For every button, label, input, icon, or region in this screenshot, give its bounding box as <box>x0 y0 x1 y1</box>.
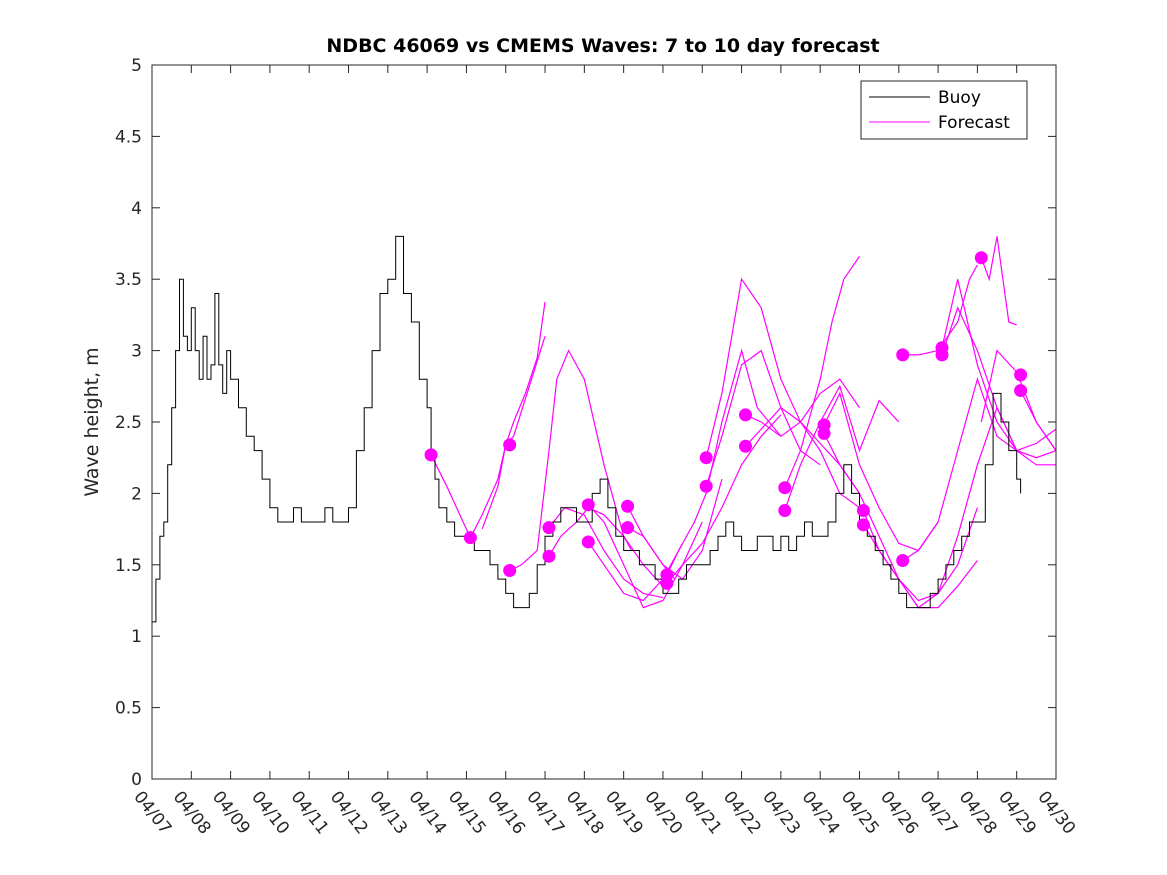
y-axis-label: Wave height, m <box>81 347 103 496</box>
forecast-start-marker <box>581 535 595 549</box>
forecast-start-marker <box>856 504 870 518</box>
forecast-start-marker <box>699 451 713 465</box>
y-tick-label: 1.5 <box>115 556 142 576</box>
forecast-start-marker <box>778 504 792 518</box>
legend-forecast-label: Forecast <box>938 113 1010 133</box>
y-tick-label: 5 <box>131 56 142 76</box>
forecast-start-marker <box>896 554 910 568</box>
y-tick-label: 1 <box>131 627 142 647</box>
forecast-line <box>469 301 546 538</box>
y-axis: 0 0.5 1 1.5 2 2.5 3 3.5 4 4.5 5 <box>115 56 1056 790</box>
forecast-start-marker <box>738 439 752 453</box>
forecast-start-marker <box>581 498 595 512</box>
y-tick-label: 3.5 <box>115 270 142 290</box>
forecast-start-marker <box>1014 384 1028 398</box>
forecast-start-marker <box>542 521 556 535</box>
forecast-line <box>941 279 1056 459</box>
buoy-series <box>152 235 1022 623</box>
forecast-line <box>941 306 1056 452</box>
forecast-start-marker <box>503 438 517 452</box>
forecast-start-marker <box>424 448 438 462</box>
y-tick-label: 0.5 <box>115 699 142 719</box>
forecast-start-marker <box>738 408 752 422</box>
forecast-start-marker <box>1014 368 1028 382</box>
forecast-line <box>1020 390 1056 451</box>
plot-area <box>152 235 1056 623</box>
forecast-start-marker <box>896 348 910 362</box>
forecast-line <box>784 256 860 488</box>
forecast-line <box>666 414 782 584</box>
forecast-line <box>705 277 860 509</box>
forecast-start-marker <box>778 481 792 495</box>
forecast-line <box>902 377 1056 562</box>
forecast-start-marker <box>542 549 556 563</box>
legend: Buoy Forecast <box>860 80 1028 140</box>
forecast-start-marker <box>856 518 870 532</box>
forecast-start-marker <box>503 564 517 578</box>
forecast-line <box>509 349 633 572</box>
forecast-line <box>548 506 664 587</box>
buoy-line <box>152 235 1022 623</box>
chart-title: NDBC 46069 vs CMEMS Waves: 7 to 10 day f… <box>326 35 879 57</box>
forecast-start-marker <box>621 499 635 513</box>
y-tick-label: 2 <box>131 484 142 504</box>
forecast-line <box>784 384 900 511</box>
legend-box <box>860 80 1028 140</box>
forecast-start-marker <box>699 479 713 493</box>
forecast-start-marker <box>463 531 477 545</box>
y-tick-label: 4.5 <box>115 127 142 147</box>
forecast-line <box>980 236 1017 326</box>
y-tick-label: 3 <box>131 342 142 362</box>
forecast-start-marker <box>935 348 949 362</box>
y-tick-label: 4 <box>131 199 142 219</box>
forecast-start-marker <box>974 251 988 265</box>
forecast-markers <box>424 251 1028 590</box>
forecast-start-marker <box>817 426 831 440</box>
y-tick-label: 0 <box>131 770 142 790</box>
legend-buoy-label: Buoy <box>938 88 981 108</box>
y-tick-label: 2.5 <box>115 413 142 433</box>
forecast-start-marker <box>621 521 635 535</box>
forecast-line <box>666 348 782 576</box>
forecast-start-marker <box>660 576 674 590</box>
